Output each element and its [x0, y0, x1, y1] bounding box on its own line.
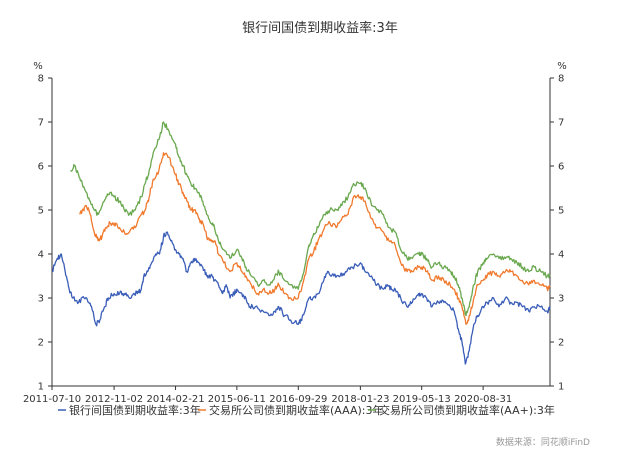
- y-tick-label-right: 3: [558, 294, 564, 305]
- y-tick-label-left: 6: [38, 162, 44, 173]
- y-tick-label-right: 6: [558, 162, 564, 173]
- series-line-1: [51, 231, 551, 365]
- chart-title: 银行间国债到期收益率:3年: [242, 20, 398, 36]
- y-tick-label-left: 5: [38, 206, 44, 217]
- left-axis-unit: %: [33, 61, 43, 72]
- legend-label-3: 交易所公司债到期收益率(AA+):3年: [379, 403, 555, 417]
- y-tick-label-left: 2: [38, 338, 44, 349]
- x-tick-label: 2019-05-13: [393, 394, 451, 405]
- y-tick-label-right: 5: [558, 206, 564, 217]
- y-tick-label-left: 1: [38, 382, 44, 393]
- y-tick-label-right: 2: [558, 338, 564, 349]
- series-layer: [51, 121, 551, 365]
- x-tick-label: 2020-08-31: [454, 394, 512, 405]
- y-tick-label-right: 1: [558, 382, 564, 393]
- y-tick-label-left: 4: [38, 250, 44, 261]
- series-line-2: [79, 152, 551, 326]
- y-tick-label-right: 8: [558, 74, 564, 85]
- x-tick-label: 2014-02-21: [146, 394, 204, 405]
- x-tick-label: 2016-09-29: [269, 394, 327, 405]
- x-tick-label: 2012-11-02: [85, 394, 143, 405]
- y-tick-label-right: 4: [558, 250, 564, 261]
- y-tick-label-left: 8: [38, 74, 44, 85]
- y-tick-label-right: 7: [558, 118, 564, 129]
- y-tick-label-left: 7: [38, 118, 44, 129]
- y-tick-label-left: 3: [38, 294, 44, 305]
- legend: 银行间国债到期收益率:3年 交易所公司债到期收益率(AAA):3年交易所公司债到期…: [58, 403, 555, 417]
- x-tick-label: 2011-07-10: [23, 394, 81, 405]
- x-tick-label: 2015-06-11: [208, 394, 266, 405]
- legend-label-2: 交易所公司债到期收益率(AAA):3年: [209, 403, 383, 417]
- right-axis-unit: %: [557, 61, 567, 72]
- series-line-3: [70, 121, 551, 317]
- x-tick-label: 2018-01-23: [331, 394, 389, 405]
- data-source: 数据来源：同花顺iFinD: [496, 436, 590, 448]
- axes: 1 1 2 2 3 3 4 4 5 5 6 6 7 7 8 8 2011-07-10 2012-11-02 2014…: [23, 74, 564, 406]
- legend-label-1: 银行间国债到期收益率:3年: [69, 403, 201, 417]
